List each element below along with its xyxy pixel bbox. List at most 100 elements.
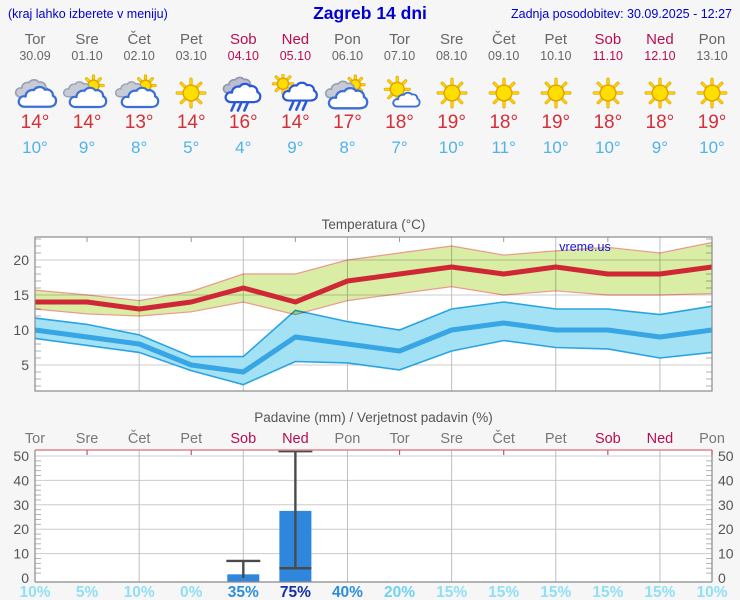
day-date: 02.10 [123, 49, 155, 63]
cloud-shape [17, 85, 58, 108]
forecast-strip: Tor 30.09 14° 10° Sre 01.10 14° 9° Čet 02.10 13° 8°… [0, 0, 740, 170]
day-date: 01.10 [71, 49, 103, 63]
precip-day-label: Pet [545, 431, 567, 447]
max-temp-line [35, 264, 713, 312]
day-name: Pon [698, 31, 726, 48]
precip-day-label: Sre [440, 431, 463, 447]
temp-min: 11° [491, 138, 516, 157]
max-band-lower-edge [34, 285, 713, 317]
precip-probability: 10% [19, 584, 50, 600]
sun-cloud-icon [383, 75, 421, 108]
sun-rain-icon [272, 74, 319, 111]
temp-y-tick-label: 20 [13, 252, 29, 268]
cloud-shape [224, 82, 262, 104]
sun-shape [488, 77, 520, 109]
precip-probability: 10% [124, 584, 155, 600]
temp-min: 9° [651, 138, 669, 157]
precip-probability: 15% [592, 584, 623, 600]
temp-y-tick-label: 15 [13, 287, 29, 303]
day-name: Ned [646, 31, 674, 48]
temp-max: 13° [124, 112, 154, 133]
precip-bar [227, 574, 260, 582]
min-band-upper-edge [34, 301, 713, 358]
day-name: Sob [229, 31, 257, 48]
partly-cloudy-icon [63, 74, 108, 109]
precip-day-label: Čet [492, 430, 515, 447]
temp-min: 10° [594, 138, 621, 157]
precip-day-label: Pet [180, 431, 202, 447]
day-date: 03.10 [175, 49, 207, 63]
day-date: 07.10 [383, 49, 416, 63]
cloudy-icon [14, 78, 58, 108]
day-date: 09.10 [488, 49, 520, 63]
temp-min: 9° [78, 138, 96, 157]
temp-max: 16° [228, 112, 258, 133]
day-date: 10.10 [540, 49, 572, 63]
temp-max: 19° [541, 112, 571, 133]
day-name: Čet [492, 31, 516, 48]
day-name: Tor [389, 31, 410, 48]
temp-max: 18° [385, 112, 414, 133]
sunny-icon [175, 77, 207, 109]
precip-probability: 35% [228, 584, 259, 600]
day-name: Pet [179, 31, 203, 48]
cloud-shape [391, 91, 421, 108]
precip-y-tick-label-left: 40 [13, 472, 29, 488]
day-date: 08.10 [435, 49, 468, 63]
temp-max: 18° [489, 112, 519, 133]
day-name: Sre [75, 31, 99, 48]
cloud-shape [120, 86, 160, 109]
temp-max: 14° [72, 112, 102, 133]
precip-probability: 20% [384, 584, 415, 600]
sun-shape [175, 77, 207, 109]
rain-streaks [230, 101, 250, 112]
precip-probability: 40% [332, 584, 363, 600]
day-name: Sob [594, 31, 622, 48]
precip-y-tick-label-right: 30 [718, 497, 734, 513]
temp-max: 18° [593, 112, 623, 133]
mostly-cloudy-icon [325, 74, 369, 110]
precip-day-label: Sre [76, 431, 99, 447]
precip-y-tick-label-right: 10 [718, 546, 734, 562]
sunny-icon [592, 77, 624, 109]
day-date: 13.10 [696, 49, 728, 63]
temp-max: 18° [645, 112, 675, 133]
precip-probability: 0% [180, 584, 203, 600]
partly-cloudy-icon [115, 74, 160, 109]
temp-min: 4° [235, 138, 252, 157]
precip-chart-title: Padavine (mm) / Verjetnost padavin (%) [254, 410, 493, 425]
page-title: Zagreb 14 dni [313, 3, 427, 23]
min-band-lower-edge [34, 337, 713, 386]
sun-shape [696, 77, 728, 109]
day-date: 04.10 [227, 49, 259, 63]
precip-probability: 15% [436, 584, 467, 600]
precip-probability: 15% [488, 584, 519, 600]
sunny-icon [540, 77, 572, 109]
location-hint: (kraj lahko izberete v meniju) [8, 7, 168, 21]
temp-min: 5° [183, 138, 200, 157]
cloud-shape [328, 86, 369, 110]
watermark: vreme.us [559, 240, 610, 254]
precip-day-label: Ned [282, 431, 309, 447]
temp-min: 9° [287, 138, 304, 157]
sun-shape [644, 77, 676, 109]
precip-probability: 5% [76, 584, 99, 600]
day-date: 05.10 [279, 49, 312, 63]
precip-day-label: Pon [335, 431, 361, 447]
precip-y-tick-label-right: 40 [718, 472, 734, 488]
day-name: Tor [24, 31, 46, 48]
temp-chart-title: Temperatura (°C) [322, 217, 426, 232]
precip-y-tick-label-left: 20 [13, 521, 29, 537]
precip-probability: 75% [280, 584, 311, 600]
day-name: Pon [334, 31, 361, 48]
temp-y-tick-label: 5 [21, 357, 29, 373]
precip-day-label: Tor [389, 431, 409, 447]
day-name: Čet [127, 31, 151, 48]
sunny-icon [644, 77, 676, 109]
temp-max: 14° [176, 112, 206, 133]
sunny-icon [488, 77, 520, 109]
day-name: Pet [544, 31, 568, 48]
day-date: 12.10 [644, 49, 676, 63]
day-date: 30.09 [19, 49, 51, 63]
